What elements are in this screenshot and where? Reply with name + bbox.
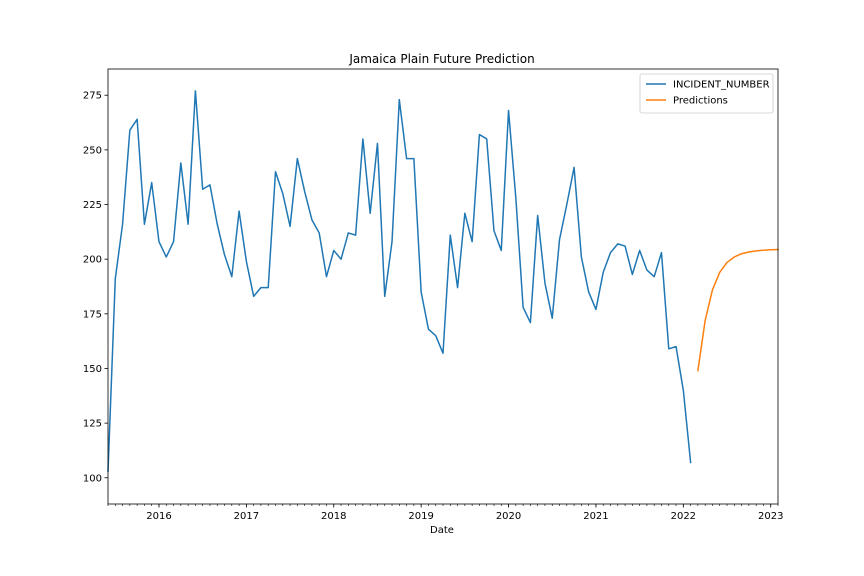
legend: INCIDENT_NUMBER Predictions [639,73,774,114]
y-tick-label: 275 [83,91,102,102]
legend-label: Predictions [673,96,728,107]
x-tick-label: 2023 [758,511,783,522]
x-tick-label: 2019 [408,511,433,522]
y-tick-label: 200 [83,255,102,266]
y-tick-label: 125 [83,419,102,430]
x-tick-label: 2017 [234,511,259,522]
x-axis: 2016 2017 2018 2019 2020 2021 2022 2023 [107,504,783,522]
series-line-predictions [697,248,779,372]
axes-frame [107,68,779,505]
y-tick-label: 100 [83,473,102,484]
x-tick-label: 2016 [146,511,171,522]
x-axis-label: Date [430,525,454,536]
y-tick-label: 250 [83,145,102,156]
chart-title: Jamaica Plain Future Prediction [348,52,534,66]
x-tick-label: 2020 [496,511,521,522]
y-tick-label: 150 [83,364,102,375]
y-tick-label: 225 [83,200,102,211]
series-line-incident-number [107,90,692,472]
legend-box [639,73,774,114]
y-axis: 100 125 150 175 200 225 250 275 [83,91,108,484]
x-tick-label: 2022 [671,511,696,522]
y-tick-label: 175 [83,309,102,320]
legend-label: INCIDENT_NUMBER [673,80,770,91]
x-tick-label: 2018 [321,511,346,522]
series-layer [107,90,779,472]
x-tick-label: 2021 [583,511,608,522]
